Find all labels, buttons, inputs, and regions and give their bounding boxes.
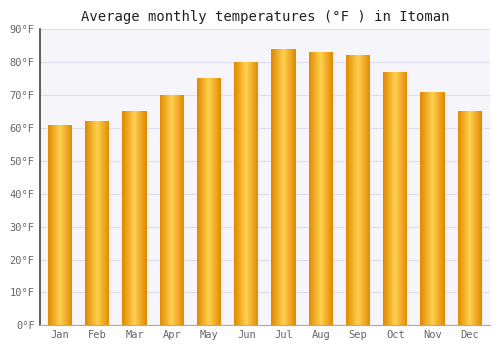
Title: Average monthly temperatures (°F ) in Itoman: Average monthly temperatures (°F ) in It… (80, 10, 449, 24)
